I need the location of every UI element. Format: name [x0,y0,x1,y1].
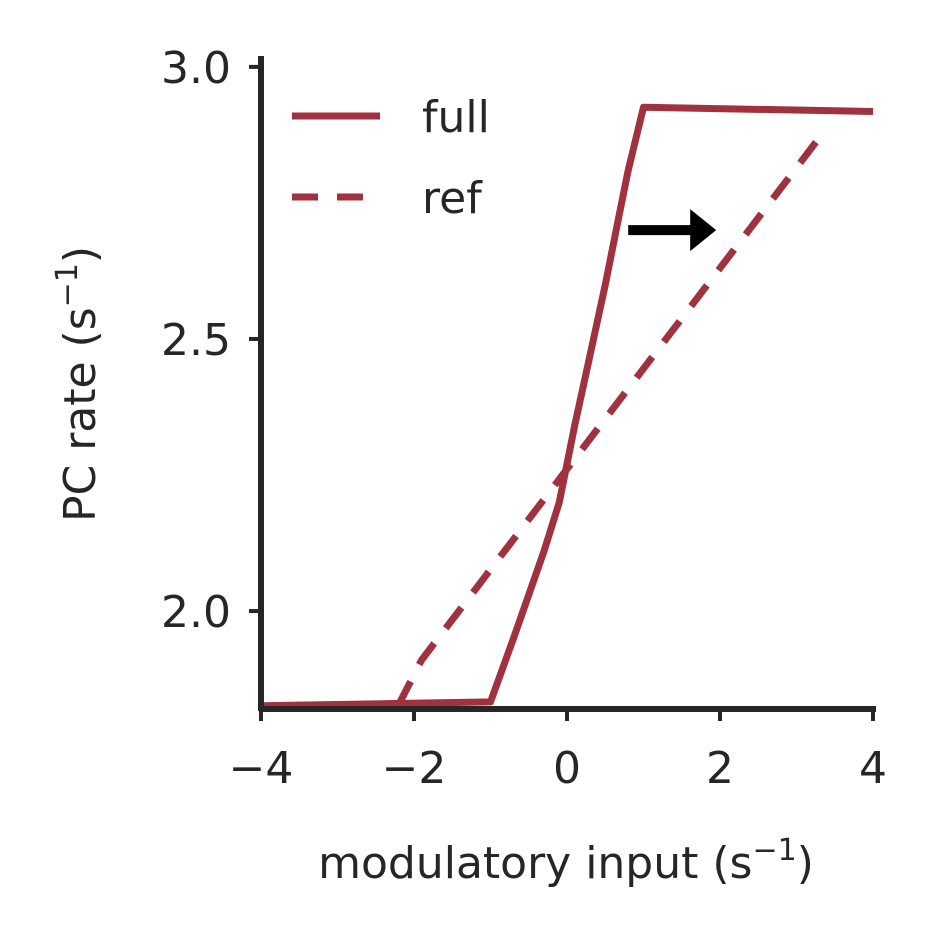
y-axis-label: PC rate (s−1) [50,246,106,522]
y-tick-label: 2.0 [161,587,231,638]
legend-label-ref: ref [422,173,483,224]
legend-item-ref: ref [292,173,483,224]
shift-arrow [628,209,717,252]
plot-area [260,103,874,710]
x-tick-label: −2 [382,743,447,794]
y-tick-label: 2.5 [161,315,231,366]
x-axis-label: modulatory input (s−1) [318,833,814,889]
series-line-full [260,103,874,710]
series-line-ref [395,135,823,707]
axes: −4 −2 0 2 4 2.0 2.5 3.0 [161,43,887,794]
x-tick-label: 2 [706,743,734,794]
legend: full ref [292,92,490,224]
x-tick-label: 4 [859,743,887,794]
shift-arrow-head [690,209,717,252]
legend-label-full: full [422,92,490,143]
x-tick-label: 0 [553,743,581,794]
legend-item-full: full [292,92,490,143]
x-tick-label: −4 [229,743,294,794]
y-tick-label: 3.0 [161,43,231,94]
